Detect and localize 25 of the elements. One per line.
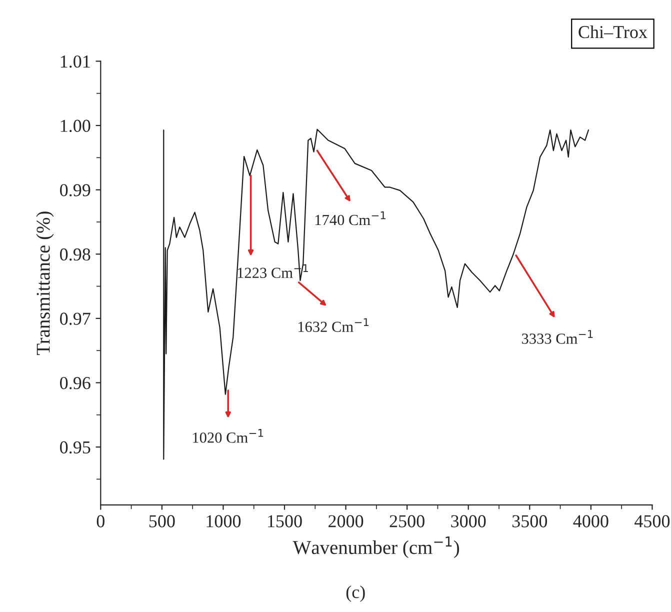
x-tick-label: 4500 xyxy=(634,515,670,528)
x-tick-label: 0 xyxy=(96,515,104,528)
text: Chi–Trox xyxy=(578,25,648,38)
y-tick-label: 0.96 xyxy=(60,376,90,390)
y-tick-label: 1.00 xyxy=(60,120,90,132)
y-tick-label: 1.01 xyxy=(60,55,90,68)
x-tick-label: 2000 xyxy=(328,515,364,528)
y-tick-label: 0.97 xyxy=(60,312,90,325)
y-tick-label: 0.95 xyxy=(60,441,90,454)
annotation: 3333 Cm$^{−1}$ xyxy=(522,330,593,344)
x-tick-label: 1000 xyxy=(206,515,241,528)
y-axis-title: Transmittance (%) xyxy=(36,212,54,355)
x-tick-label: 4000 xyxy=(573,515,608,528)
annotation: 1740 Cm$^{−1}$ xyxy=(315,211,386,226)
annotation: 1020 Cm$^{−1}$ xyxy=(193,429,264,443)
x-tick-label: 3500 xyxy=(512,515,548,528)
x-tick-label: 2500 xyxy=(390,515,424,528)
x-tick-label: 500 xyxy=(149,515,175,528)
annotation: 1632 Cm$^{−1}$ xyxy=(298,318,368,332)
y-tick-label: 0.98 xyxy=(60,248,90,261)
x-axis-title: Wavenumber (cm$^{−1}$) xyxy=(292,536,460,558)
x-tick-label: 1500 xyxy=(268,515,302,528)
x-tick-label: 3000 xyxy=(451,515,486,528)
y-tick-label: 0.99 xyxy=(60,184,90,196)
text: (c) xyxy=(346,585,365,602)
